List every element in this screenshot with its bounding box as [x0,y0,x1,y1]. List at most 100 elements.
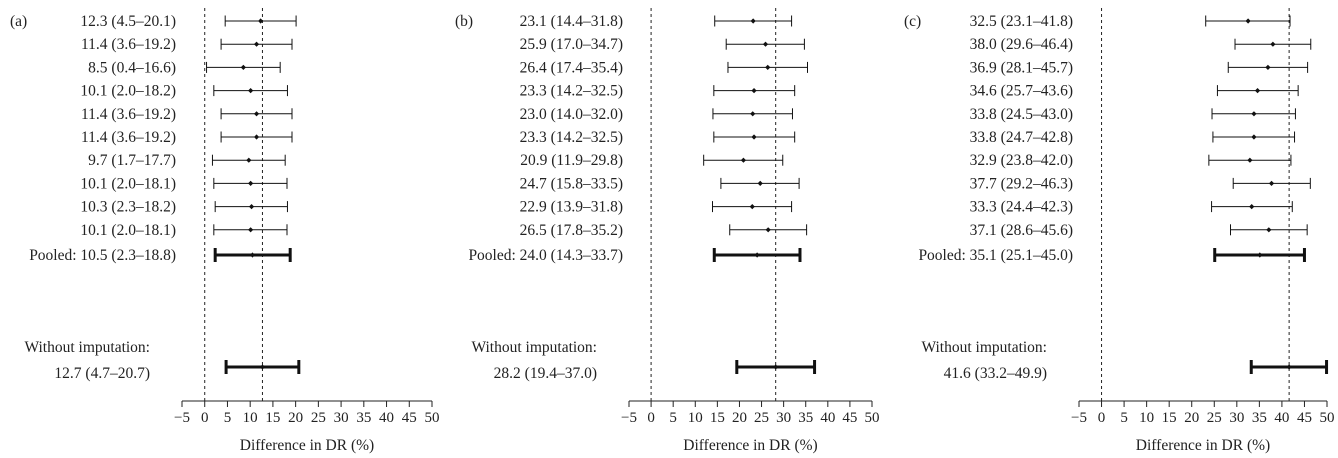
estimate-row [1230,224,1308,236]
estimate-row [1227,61,1309,73]
row-label: 10.3 (2.3–18.2) [80,199,176,216]
point-estimate [749,204,755,210]
row-label: 20.9 (11.9–29.8) [520,152,623,169]
point-estimate [751,88,757,94]
forest-panel-a: (a) 12.3 (4.5–20.1) 11.4 (3.6–19.2) 8.5 (0.… [10,8,440,454]
point-estimate [757,180,763,186]
estimate-row [211,154,286,166]
x-tick-label: 10 [688,410,703,426]
panel-label: (b) [455,13,473,30]
x-tick-label: 0 [201,410,209,426]
estimate-row [720,177,800,189]
x-tick-label: 5 [224,410,232,426]
estimate-row [712,108,793,120]
estimate-row [1212,131,1296,143]
x-tick-label: 20 [732,410,747,426]
point-estimate [1254,88,1261,94]
point-estimate [765,227,771,233]
pooled-estimate [1213,248,1306,262]
estimate-row [713,131,796,143]
estimate-row [213,177,288,189]
x-tick-label: 40 [820,410,835,426]
row-label: 10.1 (2.0–18.1) [80,175,176,192]
point-estimate [1245,18,1251,24]
row-label: 33.8 (24.5–43.0) [970,106,1073,123]
x-tick-label: 35 [798,410,813,426]
estimate-row [727,61,808,73]
x-tick-label: 15 [265,410,280,426]
point-estimate [246,157,252,163]
point-estimate [258,18,264,24]
estimate-row [1211,201,1293,213]
row-label: 37.1 (28.6–45.6) [970,222,1073,239]
without-imputation-value: 12.7 (4.7–20.7) [54,365,150,382]
point-estimate [751,134,757,140]
row-label: 23.3 (14.2–32.5) [520,83,623,100]
row-label: 11.4 (3.6–19.2) [81,106,176,123]
point-estimate [248,204,255,210]
estimate-row [1211,108,1296,120]
x-tick-label: 30 [776,410,791,426]
x-axis-title: Difference in DR (%) [240,437,374,454]
point-estimate [1247,157,1253,163]
row-label: 24.7 (15.8–33.5) [520,175,623,192]
row-label: 11.4 (3.6–19.2) [81,129,176,146]
x-tick-label: 5 [1120,410,1128,426]
row-label: 32.5 (23.1–41.8) [970,13,1073,30]
row-label: 23.1 (14.4–31.8) [520,13,623,30]
estimate-row [713,85,796,97]
without-imputation-estimate [1249,360,1329,374]
estimate-row [220,131,293,143]
x-tick-label: 0 [647,410,655,426]
x-tick-label: 35 [1252,410,1267,426]
estimate-row [213,224,288,236]
estimate-row [220,108,293,120]
point-estimate [249,252,256,258]
forest-panel-c: (c) 32.5 (23.1–41.8) 38.0 (29.6–46.4) 36.9 … [904,8,1335,454]
point-estimate [1257,252,1263,258]
x-tick-label: 50 [1320,410,1335,426]
x-axis-title: Difference in DR (%) [1136,437,1270,454]
estimate-row [224,15,297,27]
point-estimate [773,364,779,370]
row-label: 8.5 (0.4–16.6) [88,59,176,76]
x-tick-label: 5 [669,410,677,426]
row-label: 36.9 (28.1–45.7) [970,59,1073,76]
point-estimate [762,41,769,47]
estimate-row [1205,15,1291,27]
row-label: 33.8 (24.7–42.8) [970,129,1073,146]
x-tick-label: −5 [621,410,637,426]
point-estimate [240,64,246,70]
pooled-label: Pooled: 35.1 (25.1–45.0) [918,247,1073,264]
row-label: 22.9 (13.9–31.8) [520,199,623,216]
point-estimate [1251,134,1257,140]
x-tick-label: 40 [1274,410,1289,426]
x-tick-label: 20 [1184,410,1199,426]
row-label: 26.5 (17.8–35.2) [520,222,623,239]
x-tick-label: 15 [1162,410,1177,426]
point-estimate [1251,111,1257,117]
pooled-estimate [712,248,802,262]
panel-label: (a) [10,13,27,30]
row-label: 33.3 (24.4–42.3) [970,199,1073,216]
x-tick-label: −5 [174,410,190,426]
estimate-row [729,224,808,236]
point-estimate [750,111,756,117]
point-estimate [259,364,266,370]
x-tick-label: 25 [311,410,326,426]
x-tick-label: 50 [425,410,440,426]
row-label: 37.7 (29.2–46.3) [970,175,1073,192]
row-label: 34.6 (25.7–43.6) [970,83,1073,100]
without-imputation-estimate [735,360,817,374]
x-tick-label: 20 [288,410,303,426]
forest-panel-b: (b) 23.1 (14.4–31.8) 25.9 (17.0–34.7) 26.4 … [455,8,880,454]
point-estimate [248,180,254,186]
x-tick-label: 25 [754,410,769,426]
point-estimate [1249,204,1255,210]
point-estimate [740,157,747,163]
point-estimate [253,111,260,117]
row-label: 10.1 (2.0–18.2) [80,83,176,100]
x-tick-label: 40 [379,410,394,426]
without-imputation-label: Without imputation: [921,339,1047,356]
